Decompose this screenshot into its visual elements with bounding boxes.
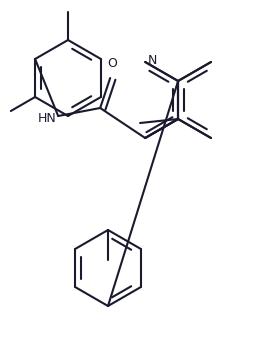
Text: HN: HN [37,112,56,125]
Text: N: N [148,54,158,67]
Text: O: O [107,57,117,70]
